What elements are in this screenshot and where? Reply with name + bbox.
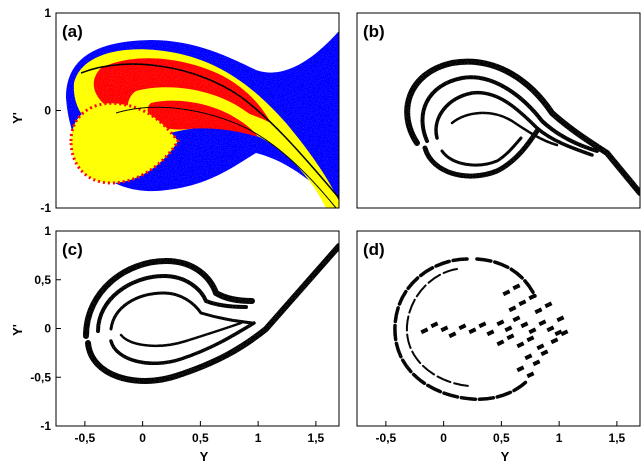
- xtick-label: -0,5: [376, 431, 397, 445]
- panel-b-frame: [356, 12, 641, 209]
- xtick-label: 0,5: [493, 431, 510, 445]
- ylabel-bottom: Y': [10, 324, 25, 336]
- panel-label-d: (d): [363, 240, 385, 259]
- xtick-label: 0: [440, 431, 447, 445]
- panel-label-c: (c): [62, 240, 83, 259]
- ytick-label: -1: [40, 419, 51, 433]
- ytick-label: 0,5: [34, 273, 51, 287]
- panel-d: (d): [356, 230, 641, 427]
- xtick-label: 0: [139, 431, 146, 445]
- panel-b: (b): [356, 12, 641, 209]
- panel-label-a: (a): [62, 22, 83, 41]
- ytick-label: -0,5: [30, 370, 51, 384]
- xtick-label: 1,5: [609, 431, 626, 445]
- ytick-label: -1: [40, 201, 51, 215]
- xlabel-right: Y: [501, 449, 510, 464]
- ytick-label: 1: [44, 224, 51, 238]
- attractor-b-grain: [357, 13, 640, 208]
- xlabel-left: Y: [200, 449, 209, 464]
- ytick-label: 1: [44, 6, 51, 20]
- basin-grain: [56, 13, 339, 208]
- xtick-label: 0,5: [192, 431, 209, 445]
- attractor-c-grain: [56, 231, 339, 426]
- panel-a: (a): [55, 12, 340, 209]
- xtick-label: 1: [255, 431, 262, 445]
- xtick-label: 1: [556, 431, 563, 445]
- xtick-label: -0,5: [75, 431, 96, 445]
- attractor-d-grain: [357, 231, 640, 426]
- xtick-label: 1,5: [308, 431, 325, 445]
- ytick-label: 0: [44, 322, 51, 336]
- panel-c: (c): [55, 230, 340, 427]
- ylabel-top: Y': [10, 112, 25, 124]
- panel-d-frame: [356, 230, 641, 427]
- ytick-label: 0: [44, 104, 51, 118]
- axes-layer: -1 0 1 -1 -0,5 0 0,5 1 -0,5 0 0,5 1 1,5 -0,5 0 0,5 1 1,5: [30, 6, 625, 445]
- panel-label-b: (b): [363, 22, 385, 41]
